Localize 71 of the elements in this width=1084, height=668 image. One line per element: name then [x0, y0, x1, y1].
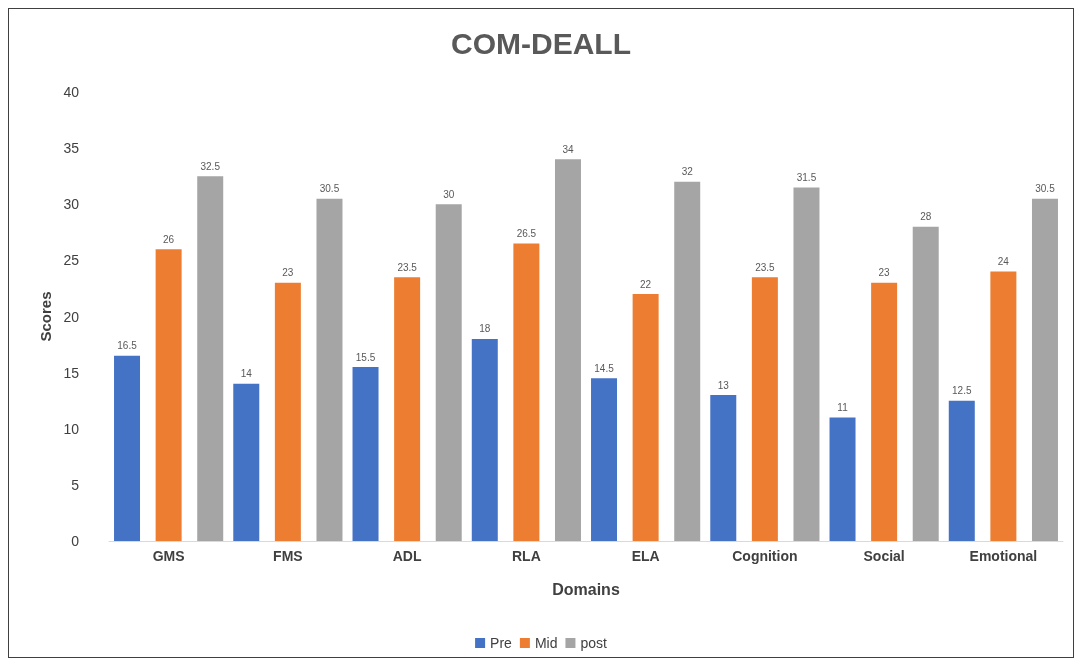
y-tick-label: 35: [63, 140, 80, 157]
bar: [829, 417, 856, 541]
y-tick-label: 10: [63, 420, 80, 437]
bar: [554, 159, 581, 541]
x-tick-label: Social: [863, 548, 905, 564]
data-label: 28: [920, 211, 932, 223]
bar: [316, 198, 343, 541]
chart-title: COM-DEALL: [451, 26, 631, 60]
bar: [871, 282, 898, 541]
x-axis-title: Domains: [552, 580, 620, 598]
legend-label: Pre: [490, 635, 513, 651]
x-tick-label: Emotional: [969, 548, 1038, 564]
x-tick-label: ELA: [631, 548, 660, 564]
y-tick-label: 15: [63, 364, 80, 381]
data-label: 12.5: [952, 385, 972, 397]
bar: [1031, 198, 1058, 541]
bar: [591, 378, 618, 541]
y-tick-label: 40: [63, 84, 80, 100]
bar: [274, 282, 301, 541]
data-label: 32: [681, 166, 694, 178]
bar: [793, 187, 820, 541]
x-tick-label: ADL: [392, 548, 422, 564]
data-label: 22: [640, 278, 652, 290]
bar: [990, 271, 1017, 541]
y-tick-label: 20: [63, 308, 80, 325]
data-label: 23: [878, 267, 891, 279]
data-label: 30: [443, 188, 455, 200]
data-label: 24: [997, 256, 1010, 268]
data-label: 30.5: [319, 183, 340, 195]
x-tick-label: RLA: [511, 548, 541, 564]
legend-label: post: [580, 635, 608, 651]
x-tick-label: FMS: [273, 548, 303, 564]
y-tick-label: 30: [63, 196, 80, 213]
data-label: 23: [282, 267, 294, 279]
bar: [471, 338, 498, 541]
bar: [710, 395, 737, 541]
data-label: 15.5: [355, 351, 376, 363]
bar: [948, 400, 975, 541]
data-label: 18: [479, 323, 491, 335]
data-label: 34: [562, 143, 574, 155]
data-label: 30.5: [1035, 183, 1056, 195]
data-label: 26: [163, 233, 175, 245]
bar: [513, 243, 540, 541]
bar: [233, 383, 260, 541]
y-tick-label: 25: [63, 252, 80, 269]
bar: [674, 181, 701, 541]
data-label: 16.5: [117, 340, 138, 352]
bar: [155, 249, 182, 541]
data-label: 23.5: [755, 261, 776, 273]
bar: [751, 277, 778, 541]
bar: [197, 176, 224, 541]
y-tick-label: 0: [71, 533, 80, 549]
bar: [352, 367, 379, 541]
data-label: 31.5: [796, 171, 817, 183]
y-axis-title: Scores: [36, 291, 54, 342]
data-label: 11: [837, 402, 849, 414]
data-label: 32.5: [200, 160, 221, 172]
bar: [435, 204, 462, 541]
y-tick-label: 5: [71, 476, 80, 493]
bar: [394, 277, 421, 541]
data-label: 13: [717, 379, 730, 391]
bar: [912, 226, 939, 541]
data-label: 26.5: [516, 228, 537, 240]
data-label: 14.5: [594, 362, 615, 374]
legend-label: Mid: [534, 635, 558, 651]
bar: [632, 294, 659, 541]
bar: [114, 355, 141, 541]
data-label: 23.5: [397, 261, 418, 273]
x-tick-label: GMS: [152, 548, 185, 564]
data-label: 14: [240, 368, 253, 380]
x-tick-label: Cognition: [732, 548, 798, 564]
